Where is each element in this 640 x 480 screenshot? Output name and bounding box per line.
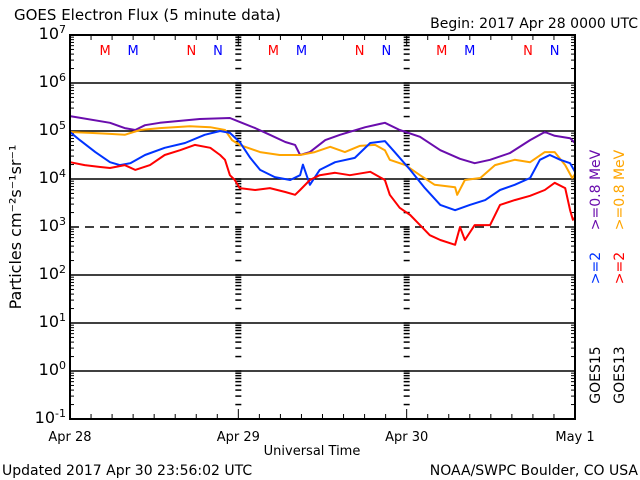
- marker-n: N: [523, 44, 533, 59]
- y-tick-label: 103: [39, 215, 66, 235]
- marker-n: N: [381, 44, 391, 59]
- marker-n: N: [550, 44, 560, 59]
- marker-m: M: [436, 44, 447, 59]
- x-tick-label: May 1: [555, 430, 594, 445]
- y-tick-label: 105: [39, 119, 66, 139]
- x-tick-label: Apr 30: [385, 430, 428, 445]
- y-tick-label: 107: [39, 23, 66, 43]
- marker-m: M: [268, 44, 279, 59]
- y-tick-label: 106: [39, 71, 66, 91]
- x-axis-label: Universal Time: [264, 444, 361, 459]
- y-tick-label: 104: [39, 167, 66, 187]
- x-tick-label: Apr 29: [217, 430, 260, 445]
- marker-m: M: [464, 44, 475, 59]
- y-tick-label: 10-1: [35, 407, 66, 427]
- legend-entry: >=0.8 MeV: [612, 149, 628, 230]
- chart-title: GOES Electron Flux (5 minute data): [14, 6, 281, 24]
- y-tick-label: 100: [39, 359, 66, 379]
- series-line-0: [69, 115, 576, 165]
- legend-entry: >=2: [588, 252, 604, 284]
- marker-n: N: [186, 44, 196, 59]
- legend-satellite: GOES13: [612, 346, 628, 403]
- credit-label: NOAA/SWPC Boulder, CO USA: [430, 463, 639, 479]
- plot-frame: [69, 34, 576, 420]
- legend-entry: >=2: [612, 252, 628, 284]
- begin-label: Begin: 2017 Apr 28 0000 UTC: [430, 16, 638, 32]
- marker-m: M: [128, 44, 139, 59]
- series-line-1: [69, 125, 576, 196]
- legend-entry: >=0.8 MeV: [588, 149, 604, 230]
- marker-n: N: [355, 44, 365, 59]
- marker-m: M: [296, 44, 307, 59]
- y-tick-label: 101: [39, 311, 66, 331]
- y-axis-label: Particles cm⁻²s⁻¹sr⁻¹: [6, 145, 25, 310]
- y-tick-label: 102: [39, 263, 66, 283]
- marker-n: N: [213, 44, 223, 59]
- updated-timestamp: Updated 2017 Apr 30 23:56:02 UTC: [2, 463, 252, 479]
- marker-m: M: [99, 44, 110, 59]
- x-tick-label: Apr 28: [48, 430, 91, 445]
- series-line-3: [69, 143, 576, 246]
- legend-satellite: GOES15: [588, 346, 604, 403]
